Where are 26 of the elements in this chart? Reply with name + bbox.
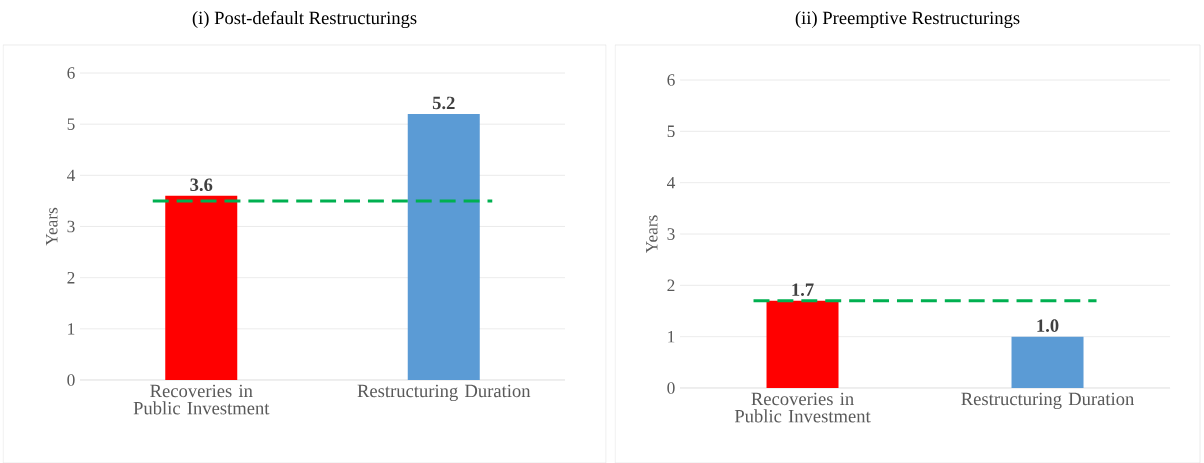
y-tick-label: 5 (667, 125, 675, 137)
y-tick-label: 5 (67, 118, 75, 130)
chart-title: (ii) Preemptive Restructurings (795, 10, 1020, 28)
y-tick-label: 3 (67, 220, 75, 233)
x-tick-label: Restructuring Duration (961, 392, 1135, 409)
y-tick-label: 2 (67, 271, 75, 284)
chart-title: (i) Post-default Restructurings (192, 10, 417, 28)
y-tick-label: 1 (668, 330, 675, 343)
data-label: 1.7 (792, 283, 814, 296)
y-tick-label: 4 (667, 176, 676, 189)
data-label: 3.6 (190, 178, 213, 191)
x-tick-label: Restructuring Duration (357, 384, 531, 401)
y-axis-title: Years (646, 215, 658, 253)
x-tick-label: Recoveries in Public Investment (734, 392, 871, 423)
y-tick-label: 6 (667, 74, 675, 86)
y-tick-label: 0 (67, 374, 75, 386)
y-tick-label: 3 (667, 228, 675, 240)
x-tick-label: Recoveries in Public Investment (133, 384, 270, 415)
y-tick-label: 1 (68, 323, 75, 335)
y-tick-label: 6 (67, 67, 75, 79)
y-tick-label: 4 (67, 169, 76, 181)
data-label: 1.0 (1037, 319, 1059, 332)
y-axis-title: Years (46, 207, 58, 246)
y-tick-label: 0 (667, 382, 675, 394)
y-tick-label: 2 (667, 279, 675, 291)
data-label: 5.2 (432, 96, 455, 110)
